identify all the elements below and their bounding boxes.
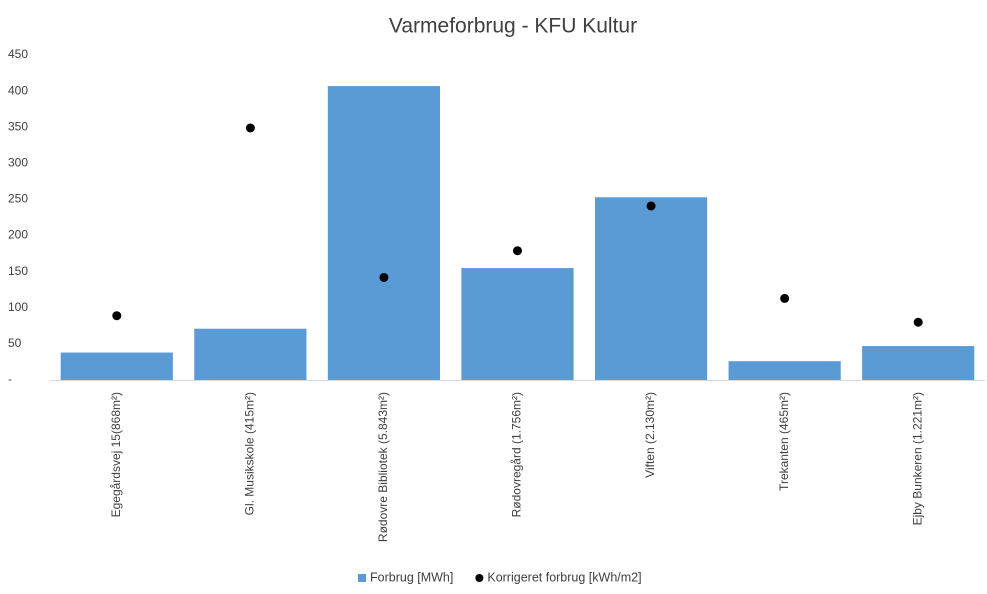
y-tick-label: 450 <box>8 47 28 61</box>
dot <box>513 246 522 256</box>
dot <box>780 293 790 303</box>
chart-title: Varmeforbrug - KFU Kultur <box>389 15 637 38</box>
bar <box>461 268 574 380</box>
x-tick-label: Gl. Musikskole (415m²) <box>243 392 257 515</box>
legend-label: Forbrug [MWh] <box>370 570 453 584</box>
y-tick-label: 200 <box>8 228 28 242</box>
bar <box>728 361 841 380</box>
x-tick-label: Egegårdsvej 15(868m²) <box>109 392 123 517</box>
dot <box>913 317 923 327</box>
dot <box>379 272 389 282</box>
bar <box>327 86 441 381</box>
y-tick-label: 250 <box>8 192 28 206</box>
legend-label: Korrigeret forbrug [kWh/m2] <box>487 570 641 584</box>
x-tick-label: Rødovre Bibliotek (5.843m²) <box>376 392 390 542</box>
x-tick-label: Rødovregård (1.756m²) <box>510 392 524 517</box>
x-tick-label: Ejby Bunkeren (1.221m²) <box>910 392 924 525</box>
x-tick-label: Trekanten (465m²) <box>777 392 791 491</box>
bar <box>60 352 173 380</box>
dot <box>112 311 122 321</box>
y-tick-label: 150 <box>8 264 28 278</box>
bar <box>594 197 708 380</box>
dot <box>245 123 255 133</box>
y-tick-label: - <box>8 372 12 386</box>
x-tick-label: Viften (2.130m²) <box>643 392 657 478</box>
y-tick-label: 400 <box>8 83 28 97</box>
y-tick-label: 350 <box>8 119 28 133</box>
bar <box>194 328 307 380</box>
legend-swatch <box>475 574 484 582</box>
y-tick-label: 300 <box>8 156 28 170</box>
bar <box>862 346 975 380</box>
dot <box>646 201 656 211</box>
y-tick-label: 100 <box>8 300 28 314</box>
legend-swatch <box>358 574 366 582</box>
y-tick-label: 50 <box>8 336 22 350</box>
